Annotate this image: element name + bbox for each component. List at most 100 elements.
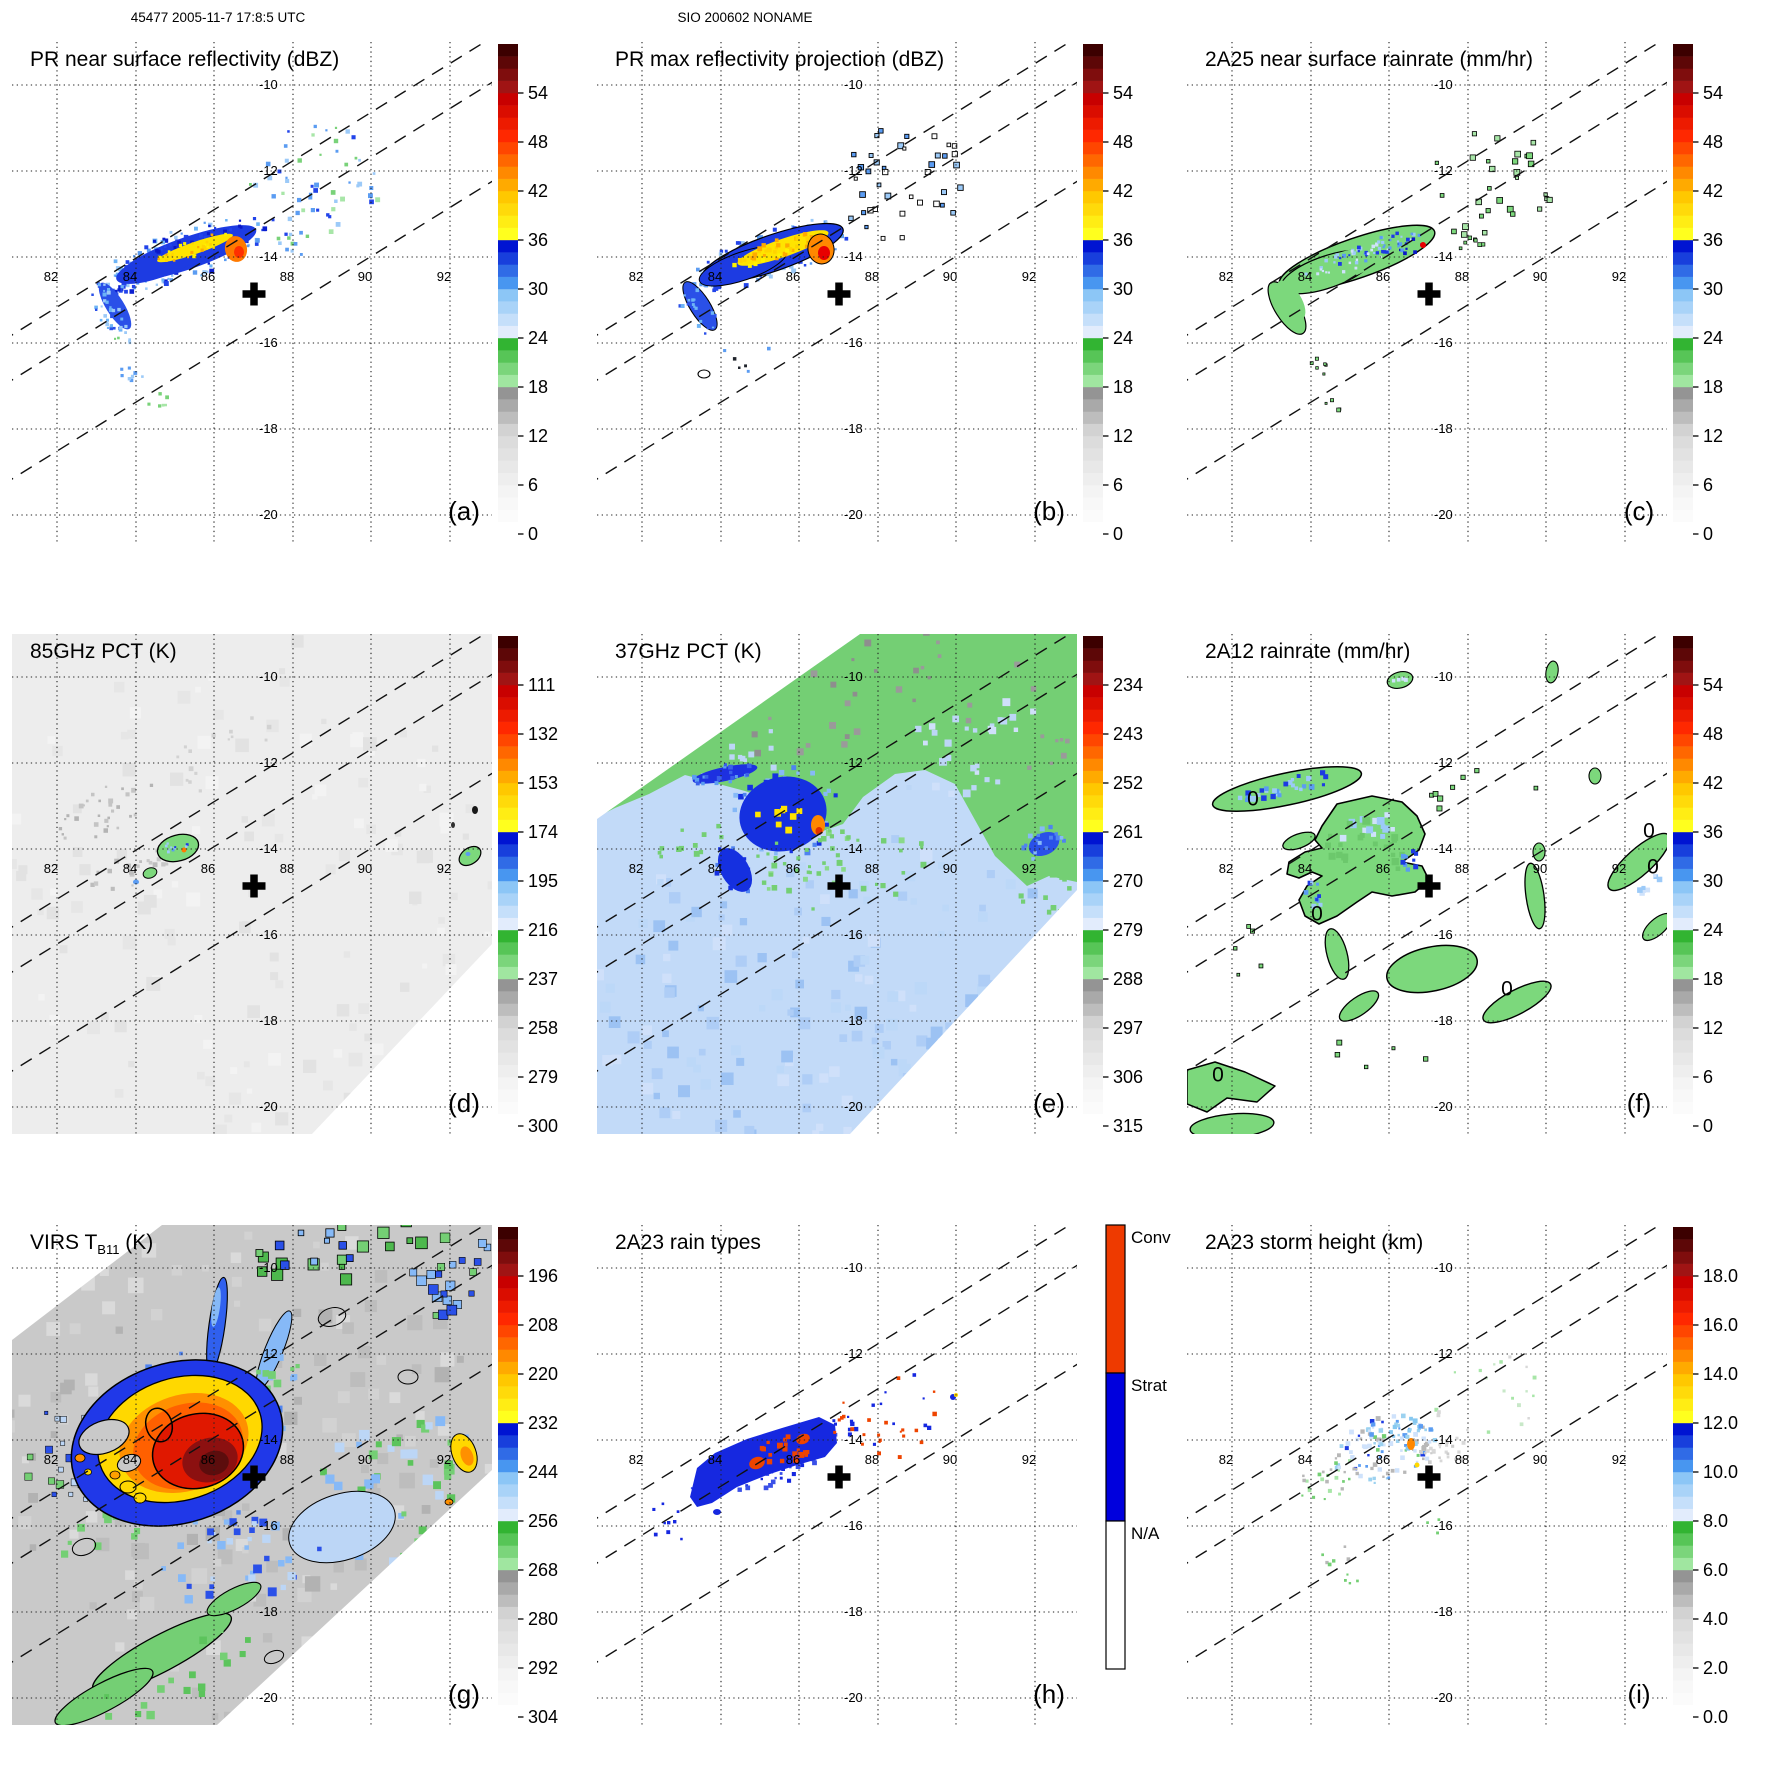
svg-text:-12: -12 — [259, 755, 278, 770]
map-blob — [142, 867, 158, 879]
map-blob — [74, 1453, 86, 1463]
speckle-cluster — [58, 783, 154, 840]
speckle-cluster — [104, 1629, 251, 1720]
speckle-cluster — [1434, 131, 1553, 238]
svg-text:-10: -10 — [844, 669, 863, 684]
svg-text:-16: -16 — [259, 1518, 278, 1533]
map-blob — [796, 1433, 810, 1445]
contour-zero-label: 0 — [1212, 1064, 1224, 1087]
map-blob — [317, 1307, 347, 1327]
swath-edge-line — [1187, 772, 1667, 1072]
panel-letter: (i) — [1627, 1679, 1650, 1709]
svg-text:-12: -12 — [1434, 163, 1453, 178]
colorbar-tick-label: 258 — [528, 1018, 558, 1038]
svg-text:-18: -18 — [844, 1013, 863, 1028]
colorbar-tick-label: 6 — [1703, 475, 1713, 495]
swath-edge-line — [597, 1264, 1077, 1564]
colorbar-tick-label: 42 — [1703, 181, 1723, 201]
colorbar-tick-label: 306 — [1113, 1067, 1143, 1087]
speckle-cluster — [1334, 1039, 1429, 1070]
colorbar-tick-label: 18.0 — [1703, 1266, 1738, 1286]
colorbar-tick-label: 36 — [528, 230, 548, 250]
colorbar-tick-label: 304 — [528, 1707, 558, 1727]
map-blob — [1420, 242, 1426, 248]
contour-zero-label: 0 — [1311, 903, 1323, 926]
colorbar-tick-label: 24 — [1703, 328, 1723, 348]
svg-text:-18: -18 — [1434, 1604, 1453, 1619]
map-blob — [818, 246, 830, 260]
svg-text:90: 90 — [943, 1452, 957, 1467]
swath-edge-line — [1187, 673, 1667, 973]
speckle-cluster — [1426, 1518, 1441, 1535]
svg-text:86: 86 — [1376, 1452, 1390, 1467]
map-blob — [472, 806, 478, 814]
svg-text:92: 92 — [1022, 269, 1036, 284]
colorbar-tick-label: 0 — [1113, 524, 1123, 544]
colorbar-tick-label: 6.0 — [1703, 1560, 1728, 1580]
swath-cut — [597, 634, 860, 819]
svg-text:-16: -16 — [1434, 335, 1453, 350]
colorbar-tick-label: 216 — [528, 920, 558, 940]
grid-layer — [12, 634, 492, 1134]
speckle-cluster — [1321, 1545, 1351, 1567]
map-blob — [460, 1446, 474, 1466]
colorbar-tick-label: 315 — [1113, 1116, 1143, 1136]
contour-zero-label: 0 — [1247, 788, 1259, 811]
swath-edge-line — [12, 1363, 492, 1663]
colorbar-tick-label: 30 — [1703, 871, 1723, 891]
svg-text:88: 88 — [280, 1452, 294, 1467]
swath-edge-line — [597, 772, 1077, 1072]
lon-labels: 82 84 86 88 90 92 — [44, 861, 451, 876]
panel-title: 2A25 near surface rainrate (mm/hr) — [1205, 48, 1533, 71]
map-blob — [157, 233, 233, 263]
map-blob — [1324, 928, 1350, 980]
speckle-cluster — [1458, 235, 1486, 251]
swath-edge-line — [1187, 180, 1667, 480]
svg-text:86: 86 — [201, 861, 215, 876]
colorbar-tick-label: 12 — [1703, 1018, 1723, 1038]
colorbar-tick-label: 12 — [1113, 426, 1133, 446]
speckle-cluster — [147, 392, 169, 408]
map-blob — [263, 1649, 285, 1665]
svg-text:-16: -16 — [844, 927, 863, 942]
colorbar-tick-label: 18 — [1703, 377, 1723, 397]
svg-text:-16: -16 — [1434, 927, 1453, 942]
svg-text:92: 92 — [1612, 861, 1626, 876]
swath-edge-line — [1187, 81, 1667, 381]
colorbar-tick-label: 0.0 — [1703, 1707, 1728, 1727]
swath-edge-line — [12, 42, 486, 336]
svg-text:-20: -20 — [259, 1690, 278, 1705]
speckle-cluster — [274, 1228, 354, 1270]
data-layer — [12, 635, 492, 1134]
svg-text:84: 84 — [1298, 1452, 1312, 1467]
speckle-cluster — [1400, 849, 1419, 872]
speckle-cluster — [164, 842, 189, 854]
colorbar: 304 292 280 268 256 244 232 220 208 196 — [498, 1227, 558, 1727]
colorbar-tick-label: 288 — [1113, 969, 1143, 989]
grid-layer — [597, 42, 1077, 542]
speckle-cluster — [1303, 880, 1323, 909]
svg-text:-20: -20 — [1434, 1690, 1453, 1705]
storm-center-marker — [242, 282, 266, 306]
speckle-cluster — [842, 1373, 937, 1446]
contour-zero-label: 0 — [1647, 856, 1659, 879]
map-blob — [206, 1581, 262, 1617]
colorbar-tick-label: 279 — [1113, 920, 1143, 940]
panel-title: PR max reflectivity projection (dBZ) — [615, 48, 944, 71]
speckle-cluster — [657, 823, 724, 859]
speckle-cluster — [12, 635, 492, 1134]
colorbar-tick-label: 14.0 — [1703, 1364, 1738, 1384]
colorbar: 315 306 297 288 279 270 261 252 243 234 — [1083, 636, 1143, 1136]
colorbar-tick-label: 42 — [1113, 181, 1133, 201]
map-blob — [451, 822, 455, 828]
svg-text:-12: -12 — [1434, 1346, 1453, 1361]
speckle-cluster — [828, 1414, 854, 1442]
colorbar-tick-label: 54 — [1113, 83, 1133, 103]
lon-labels: 82 84 86 88 90 92 — [629, 1452, 1036, 1467]
grid-layer — [1187, 42, 1667, 542]
map-blob — [1545, 660, 1559, 684]
colorbar-tick-label: 6 — [1113, 475, 1123, 495]
colorbar-tick-label: 292 — [528, 1658, 558, 1678]
svg-text:82: 82 — [629, 1452, 643, 1467]
colorbar-tick-label: 24 — [528, 328, 548, 348]
